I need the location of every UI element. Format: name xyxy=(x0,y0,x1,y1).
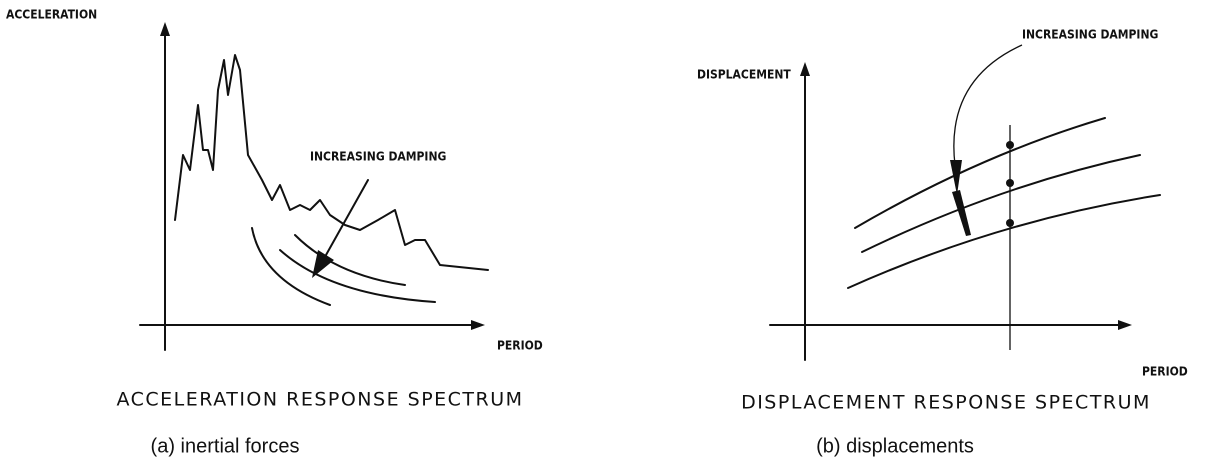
arrowhead xyxy=(471,320,485,330)
spectrum-curve xyxy=(174,54,489,271)
x-axis-label: PERIOD xyxy=(1142,365,1188,379)
damping-curve xyxy=(251,227,331,306)
caption: (a) inertial forces xyxy=(151,435,300,457)
arrowhead xyxy=(312,250,334,278)
damping-curve xyxy=(854,117,1106,229)
point xyxy=(1006,219,1014,227)
annotation: INCREASING DAMPING xyxy=(310,150,446,164)
panel-acceleration: ACCELERATION PERIOD INCREASING DAMPING A… xyxy=(6,8,543,458)
arrowhead xyxy=(800,62,810,76)
arrowhead xyxy=(1118,320,1132,330)
arrowhead xyxy=(950,160,962,195)
arrow xyxy=(953,44,1023,166)
y-axis-label: DISPLACEMENT xyxy=(697,68,791,82)
point xyxy=(1006,179,1014,187)
y-axis-label: ACCELERATION xyxy=(6,8,97,22)
caption: (b) displacements xyxy=(816,435,974,457)
annotation: INCREASING DAMPING xyxy=(1022,28,1158,42)
arrowhead xyxy=(160,22,170,36)
damping-curve xyxy=(279,249,436,303)
arrow-band xyxy=(952,190,971,236)
damping-curve xyxy=(861,154,1141,253)
point xyxy=(1006,141,1014,149)
x-axis-label: PERIOD xyxy=(497,339,543,353)
damping-curve xyxy=(847,194,1161,289)
panel-title: ACCELERATION RESPONSE SPECTRUM xyxy=(116,389,523,411)
arrow xyxy=(325,179,369,256)
panel-title: DISPLACEMENT RESPONSE SPECTRUM xyxy=(741,392,1151,414)
damping-curve xyxy=(294,234,406,286)
panel-displacement: DISPLACEMENT PERIOD INCREASING DAMPING D… xyxy=(697,28,1188,458)
